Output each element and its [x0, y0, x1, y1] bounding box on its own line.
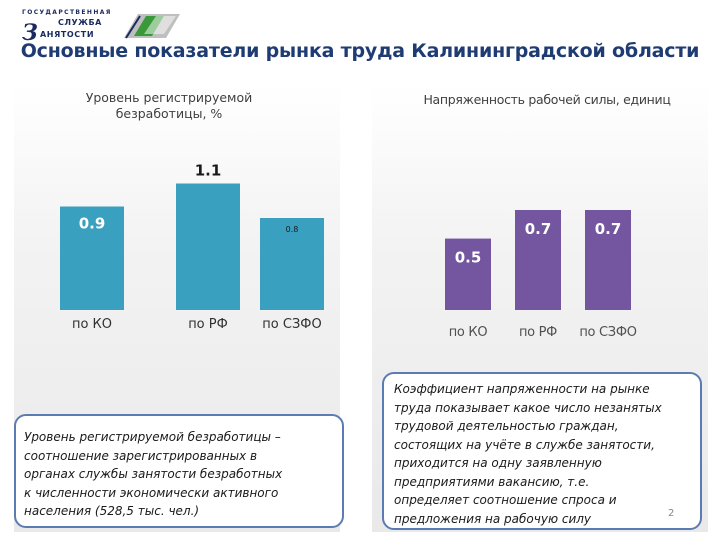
agency-logo: ГОСУДАРСТВЕННАЯ СЛУЖБА З АНЯТОСТИ	[20, 8, 180, 46]
logo-text: ГОСУДАРСТВЕННАЯ СЛУЖБА З АНЯТОСТИ	[22, 8, 132, 46]
bar-szfo	[260, 218, 324, 310]
note-line: соотношение зарегистрированных в	[24, 448, 258, 463]
category-label-rf: по РФ	[188, 317, 228, 332]
note-line: к численности экономически активного	[24, 485, 279, 500]
note-line: населения (528,5 тыс. чел.)	[24, 504, 200, 518]
bar-szfo	[585, 210, 631, 310]
note-line: состоящих на учёте в службе занятости,	[394, 437, 655, 452]
note-line: органах службы занятости безработных	[24, 467, 283, 481]
unemployment-chart-panel: Уровень регистрируемой безработицы, % 0.…	[14, 84, 340, 532]
note-line: предприятиями вакансию, т.е.	[394, 474, 590, 489]
note-line: труда показывает какое число незанятых	[394, 400, 662, 415]
logo-emblem-icon	[124, 14, 180, 39]
bar-rf	[176, 183, 240, 310]
note-line: определяет соотношение спроса и	[394, 493, 617, 507]
value-label-szfo: 0.8	[286, 225, 299, 234]
note-line: Уровень регистрируемой безработицы –	[24, 430, 281, 444]
value-label-ko: 0.9	[79, 215, 106, 233]
page-number: 2	[668, 508, 675, 519]
tension-coefficient-note: Коэффициент напряженности на рынке труда…	[382, 372, 702, 530]
note-line: приходится на одну заявленную	[394, 456, 602, 470]
category-label-szfo: по СЗФО	[579, 325, 636, 340]
value-label-ko: 0.5	[455, 249, 482, 267]
unemployment-chart-title: Уровень регистрируемой безработицы, %	[85, 90, 253, 121]
unemployment-definition-note: Уровень регистрируемой безработицы – соо…	[14, 414, 344, 528]
logo-line-2: СЛУЖБА	[58, 18, 102, 27]
bar-rf	[515, 210, 561, 310]
value-label-rf: 1.1	[195, 162, 222, 180]
logo-line-3: АНЯТОСТИ	[40, 30, 95, 39]
note-line: предложения на рабочую силу	[394, 511, 592, 526]
value-label-rf: 0.7	[525, 220, 552, 238]
bar-ko	[445, 238, 491, 310]
bar-ko	[60, 206, 124, 310]
note-line: Коэффициент напряженности на рынке	[394, 382, 650, 396]
logo-big-letter: З	[22, 20, 38, 46]
category-label-ko: по КО	[72, 317, 112, 332]
note-line: трудовой деятельностью граждан,	[394, 419, 619, 433]
category-label-ko: по КО	[449, 325, 488, 340]
category-label-rf: по РФ	[519, 325, 557, 340]
labor-tension-chart-title: Напряженность рабочей силы, единиц	[423, 92, 671, 107]
logo-line-1: ГОСУДАРСТВЕННАЯ	[22, 9, 112, 16]
unemployment-chart: 0.9 1.1 0.8 по КО по РФ по СЗФО	[60, 162, 324, 332]
page-title: Основные показатели рынка труда Калининг…	[20, 40, 700, 62]
labor-tension-chart: 0.5 0.7 0.7 по КО по РФ по СЗФО	[445, 210, 637, 340]
value-label-szfo: 0.7	[595, 220, 622, 238]
category-label-szfo: по СЗФО	[262, 317, 321, 332]
